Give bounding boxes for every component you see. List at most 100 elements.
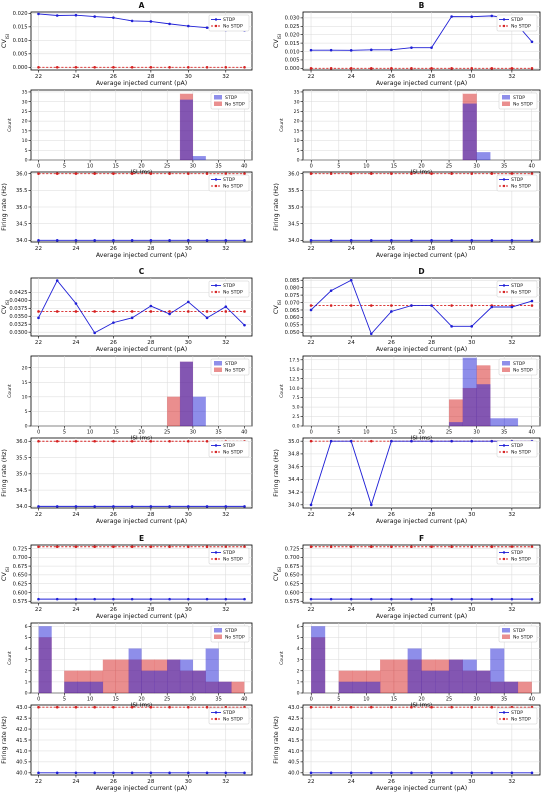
isi-histogram-xtick-label: 0	[310, 164, 313, 170]
cv-plot-nostdp-point	[450, 545, 453, 549]
cv-plot-xtick-label: 22	[307, 74, 314, 80]
isi-histogram-xtick-label: 35	[501, 697, 507, 703]
isi-histogram-xtick-label: 5	[337, 697, 340, 703]
cv-plot-stdp-point	[530, 597, 534, 601]
isi-histogram-stdp-bar	[448, 659, 463, 694]
cv-plot-stdp-point	[149, 597, 153, 601]
cv-plot-stdp-point	[187, 24, 190, 28]
cv-plot-stdp-point	[410, 304, 413, 307]
isi-histogram-ytick-label: 5	[25, 148, 28, 154]
cv-plot-xtick-label: 28	[147, 74, 155, 80]
rate-plot-nostdp-point	[130, 172, 134, 175]
rate-plot-frame	[30, 437, 253, 509]
cv-plot-xtick-label: 32	[508, 74, 515, 80]
cv-plot-legend	[496, 547, 538, 565]
cv-plot-ytick-label: 0.075	[285, 293, 300, 299]
cv-plot-nostdp-point	[224, 545, 228, 549]
rate-plot-xtick-label: 30	[185, 246, 193, 252]
cv-plot-stdp-point	[205, 316, 209, 320]
cv-plot-nostdp-point	[369, 304, 373, 307]
rate-plot-legend-label: STDP	[511, 443, 523, 449]
cv-plot-ytick-label: 0.625	[285, 581, 300, 587]
rate-plot-stdp-point	[530, 239, 534, 242]
isi-histogram-xtick-label: 20	[418, 697, 424, 703]
rate-plot-stdp-point	[55, 771, 59, 775]
rate-plot-frame	[302, 437, 541, 509]
rate-plot-stdp-point	[530, 771, 534, 775]
isi-histogram-xtick-label: 10	[87, 164, 93, 170]
cv-plot-ytick-label: 0.055	[285, 323, 300, 329]
rate-plot-nostdp-point	[205, 172, 209, 175]
cv-plot-xtick-label: 30	[468, 607, 476, 613]
rate-plot-stdp-point	[369, 771, 373, 775]
rate-plot-stdp-point	[112, 505, 115, 508]
rate-plot-legend-label: No STDP	[223, 717, 243, 723]
rate-plot-stdp-point	[329, 239, 333, 242]
cv-plot-nostdp-point	[205, 66, 209, 69]
cv-plot-stdp-point	[510, 597, 514, 601]
cv-plot-ytick-label: 0.060	[285, 315, 300, 321]
cv-plot-nostdp-point	[37, 545, 40, 549]
cv-plot-nostdp-point	[112, 66, 115, 69]
cv-plot-xtick-label: 30	[185, 74, 193, 80]
isi-histogram-legend-label: STDP	[513, 95, 525, 101]
isi-histogram-legend-swatch	[214, 628, 222, 633]
cv-plot-legend	[496, 280, 538, 298]
isi-histogram-xtick-label: 15	[113, 164, 119, 170]
cv-plot-legend-marker	[502, 18, 506, 21]
rate-plot-legend-label: No STDP	[223, 184, 243, 190]
isi-histogram-ytick-label: 3	[25, 657, 28, 663]
isi-histogram-stdp-bar	[167, 659, 181, 694]
isi-histogram-stdp-bar	[476, 384, 491, 427]
rate-plot-nostdp-point	[243, 172, 246, 175]
rate-plot-xtick-label: 32	[508, 246, 515, 252]
cv-plot-nostdp-point	[149, 545, 153, 549]
isi-histogram-nostdp-bar	[380, 659, 395, 694]
cv-plot-legend-label: No STDP	[223, 24, 243, 30]
cv-plot-nostdp-point	[149, 310, 153, 313]
rate-plot-nostdp-point	[55, 172, 59, 175]
isi-histogram-ytick-label: 30	[294, 99, 300, 105]
isi-histogram-legend-swatch	[502, 634, 510, 639]
panel-c: C 0.0300 0.0325 0.0350 0.0375 0.0400 0.0425 22 2…	[0, 267, 253, 525]
rate-plot-ytick-label: 42.5	[16, 716, 28, 722]
isi-histogram-xtick-label: 25	[164, 164, 170, 170]
rate-plot-xtick-label: 22	[35, 779, 42, 785]
rate-plot-nostdp-point	[74, 705, 78, 709]
rate-plot-xtick-label: 24	[72, 779, 80, 785]
cv-plot-nostdp-point	[55, 66, 59, 69]
rate-plot-legend-label: STDP	[511, 710, 523, 716]
cv-plot-frame	[302, 11, 541, 71]
rate-plot-stdp-point	[149, 505, 153, 508]
isi-histogram-xtick-label: 10	[87, 430, 93, 436]
panel-title: E	[139, 534, 144, 543]
rate-plot-xtick-label: 28	[428, 779, 436, 785]
isi-histogram-stdp-bar	[476, 670, 491, 694]
rate-plot-stdp-point	[349, 771, 353, 775]
rate-plot-stdp-point	[37, 505, 40, 508]
isi-histogram-stdp-bar	[490, 418, 505, 427]
rate-plot-stdp-line	[310, 440, 532, 507]
cv-plot-stdp-point	[390, 48, 393, 52]
cv-plot-nostdp-point	[168, 545, 171, 549]
rate-plot-stdp-point	[390, 771, 393, 775]
cv-plot-stdp-point	[112, 597, 115, 601]
isi-histogram-ytick-label: 10.0	[289, 386, 299, 392]
rate-plot-stdp-point	[130, 239, 134, 242]
cv-plot-xtick-label: 24	[72, 340, 80, 346]
rate-plot-xtick-label: 28	[428, 246, 436, 252]
isi-histogram-stdp-bar	[192, 156, 206, 161]
rate-plot-stdp-point	[349, 439, 353, 443]
isi-histogram-xtick-label: 20	[418, 164, 424, 170]
cv-plot-nostdp-point	[187, 545, 190, 549]
rate-plot-stdp-point	[55, 505, 59, 508]
rate-plot-ytick-label: 34.5	[16, 221, 28, 227]
rate-plot-stdp-point	[130, 771, 134, 775]
rate-plot-nostdp-point	[55, 705, 59, 709]
cv-plot-nostdp-point	[369, 67, 373, 70]
cv-plot-legend-label: STDP	[511, 283, 523, 289]
rate-plot-nostdp-point	[349, 172, 353, 175]
isi-histogram-stdp-bar	[218, 681, 232, 694]
isi-histogram-xtick-label: 40	[241, 430, 247, 436]
isi-histogram-legend-label: No STDP	[225, 635, 245, 641]
